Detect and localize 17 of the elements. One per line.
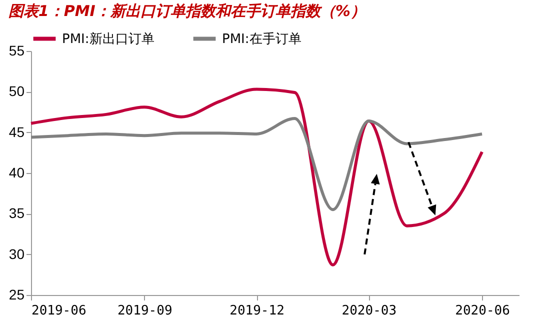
x-tick-label: 2019-12: [230, 304, 284, 318]
x-tick-label: 2019-06: [32, 304, 86, 318]
legend-label: PMI:在手订单: [222, 32, 302, 47]
y-tick-label: 30: [8, 246, 25, 262]
x-tick-label: 2020-06: [455, 304, 510, 318]
line-series: [30, 117, 484, 212]
x-tick-label: 2020-03: [342, 304, 397, 318]
y-tick-label: 55: [8, 42, 25, 58]
legend-label: PMI:新出口订单: [62, 32, 154, 47]
y-tick-label: 45: [8, 124, 25, 140]
y-tick-label: 40: [8, 164, 25, 180]
y-tick-label: 25: [8, 286, 25, 302]
line-series: [30, 88, 484, 266]
chart-title: 图表1：PMI：新出口订单指数和在手订单指数（%）: [8, 2, 366, 20]
y-tick-label: 50: [8, 83, 25, 100]
y-tick-label: 35: [8, 205, 25, 222]
x-tick-label: 2019-09: [117, 304, 172, 318]
